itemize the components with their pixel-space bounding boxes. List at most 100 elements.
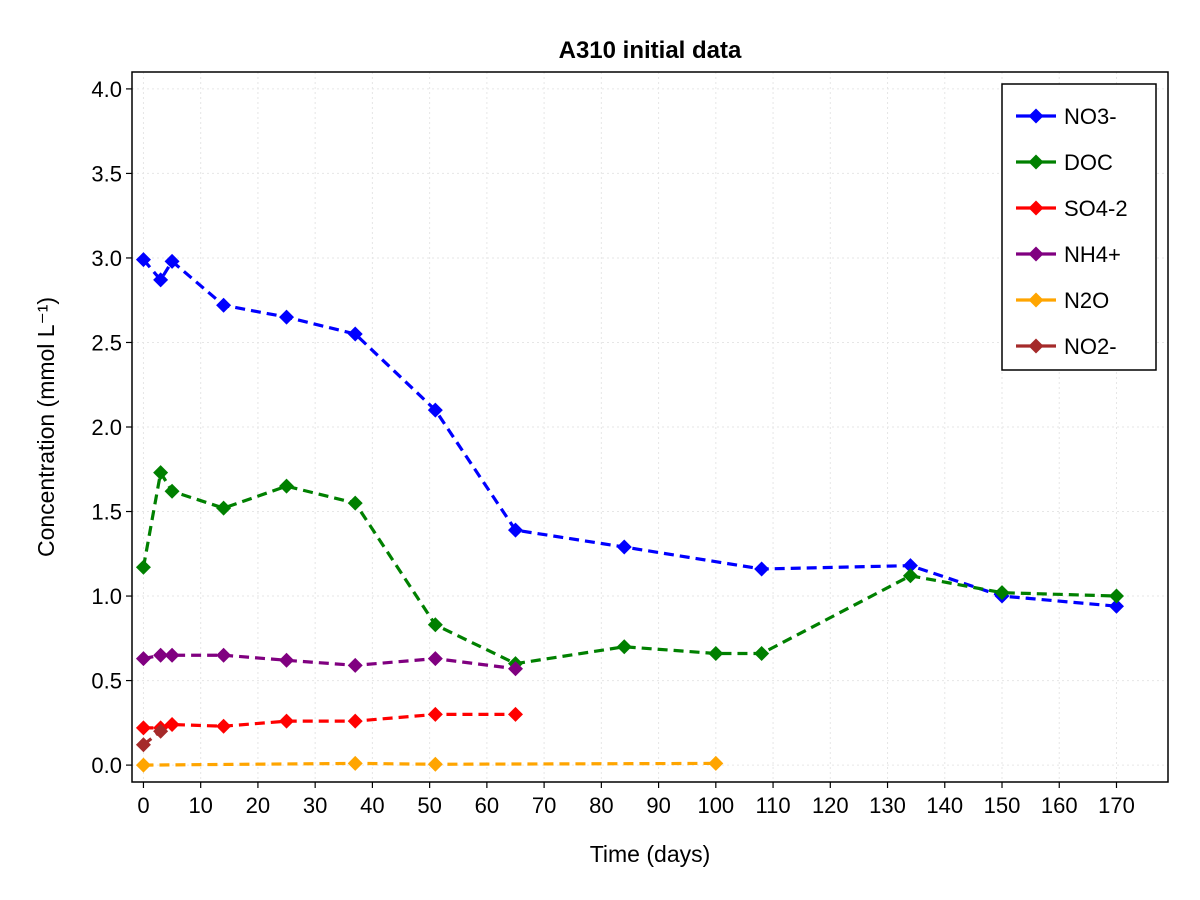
series-line-doc (141, 468, 1117, 666)
x-tick-label: 50 (417, 793, 441, 818)
legend-marker (1028, 338, 1044, 354)
series-line-n2o (143, 761, 716, 767)
y-tick-label: 1.5 (91, 500, 122, 525)
legend-label: NO3- (1064, 104, 1117, 129)
data-point-no3 (164, 253, 180, 269)
data-point-nh4 (153, 647, 169, 663)
data-point-no3 (754, 561, 770, 577)
data-point-no3 (135, 252, 151, 268)
data-point-nh4 (347, 657, 363, 673)
x-tick-label: 10 (188, 793, 212, 818)
x-tick-label: 90 (646, 793, 670, 818)
x-tick-label: 80 (589, 793, 613, 818)
x-tick-label: 100 (697, 793, 734, 818)
y-tick-label: 3.0 (91, 246, 122, 271)
data-point-no3 (216, 297, 232, 313)
x-tick-label: 70 (532, 793, 556, 818)
x-tick-label: 140 (926, 793, 963, 818)
data-point-nh4 (164, 647, 180, 663)
data-point-no3 (347, 326, 363, 342)
x-tick-label: 30 (303, 793, 327, 818)
data-point-so4-2 (216, 718, 232, 734)
series-doc (135, 465, 1124, 672)
legend-label: DOC (1064, 150, 1113, 175)
data-point-n2o (135, 757, 151, 773)
legend-item: SO4-2 (1016, 196, 1128, 221)
chart-title: A310 initial data (559, 37, 742, 64)
series-line-so4-2 (143, 712, 516, 730)
x-tick-label: 20 (246, 793, 270, 818)
data-point-doc (902, 568, 918, 584)
y-tick-label: 2.5 (91, 330, 122, 355)
legend-item: NO2- (1016, 334, 1117, 359)
data-point-n2o (347, 755, 363, 771)
x-tick-label: 110 (756, 793, 791, 818)
legend-item: N2O (1016, 288, 1109, 313)
data-point-doc (616, 639, 632, 655)
data-point-no3 (153, 272, 169, 288)
series-no2 (135, 723, 169, 753)
legend-label: N2O (1064, 288, 1109, 313)
data-point-doc (135, 559, 151, 575)
data-point-no3 (507, 522, 523, 538)
data-point-no3 (902, 558, 918, 574)
legend-box (1001, 83, 1157, 371)
x-tick-label: 120 (812, 793, 849, 818)
data-point-so4-2 (507, 706, 523, 722)
y-tick-label: 4.0 (91, 77, 122, 102)
data-point-nh4 (507, 661, 523, 677)
legend-label: SO4-2 (1064, 196, 1128, 221)
data-point-doc (153, 465, 169, 481)
axis-ticks: 0 10 20 30 40 50 60 70 80 90 100 110 120 130 140 150 160… (91, 77, 1134, 818)
x-axis-label: Time (days) (590, 841, 711, 867)
data-point-n2o (708, 755, 724, 771)
x-tick-label: 130 (869, 793, 906, 818)
data-point-so4-2 (427, 706, 443, 722)
series-so4-2 (135, 706, 523, 736)
legend-marker (1028, 246, 1044, 262)
series-nh4 (135, 647, 523, 677)
y-tick-label: 0.0 (91, 753, 122, 778)
data-point-doc (347, 495, 363, 511)
data-point-n2o (427, 756, 443, 772)
data-point-no3 (616, 539, 632, 555)
x-tick-label: 40 (360, 793, 384, 818)
x-tick-label: 150 (984, 793, 1021, 818)
data-point-no2 (135, 737, 151, 753)
data-point-so4-2 (164, 717, 180, 733)
legend: NO3- DOC SO4-2 NH4+ N2O NO2- (1001, 83, 1157, 371)
data-point-doc (216, 500, 232, 516)
data-point-no3 (1108, 598, 1124, 614)
y-tick-label: 1.0 (91, 584, 122, 609)
y-tick-label: 3.5 (91, 161, 122, 186)
legend-label: NH4+ (1064, 242, 1121, 267)
data-point-nh4 (216, 647, 232, 663)
x-tick-label: 160 (1041, 793, 1078, 818)
legend-marker (1028, 154, 1044, 170)
x-tick-label: 60 (475, 793, 499, 818)
y-tick-label: 0.5 (91, 669, 122, 694)
data-point-nh4 (279, 652, 295, 668)
data-point-so4-2 (279, 713, 295, 729)
data-point-so4-2 (347, 713, 363, 729)
legend-marker (1028, 292, 1044, 308)
legend-marker (1028, 200, 1044, 216)
data-point-doc (994, 585, 1010, 601)
data-point-no3 (279, 309, 295, 325)
series-n2o (135, 755, 724, 773)
data-point-no3 (427, 402, 443, 418)
data-point-doc (279, 478, 295, 494)
data-point-doc (754, 646, 770, 662)
series-line-no3 (142, 258, 1117, 608)
x-tick-label: 170 (1098, 793, 1135, 818)
data-point-doc (708, 646, 724, 662)
data-point-so4-2 (135, 720, 151, 736)
legend-marker (1028, 108, 1044, 124)
legend-item: DOC (1016, 150, 1113, 175)
data-point-nh4 (427, 651, 443, 667)
legend-item: NO3- (1016, 104, 1117, 129)
y-axis-label: Concentration (mmol L⁻¹) (33, 297, 59, 557)
data-point-no2 (153, 723, 169, 739)
data-point-doc (427, 617, 443, 633)
